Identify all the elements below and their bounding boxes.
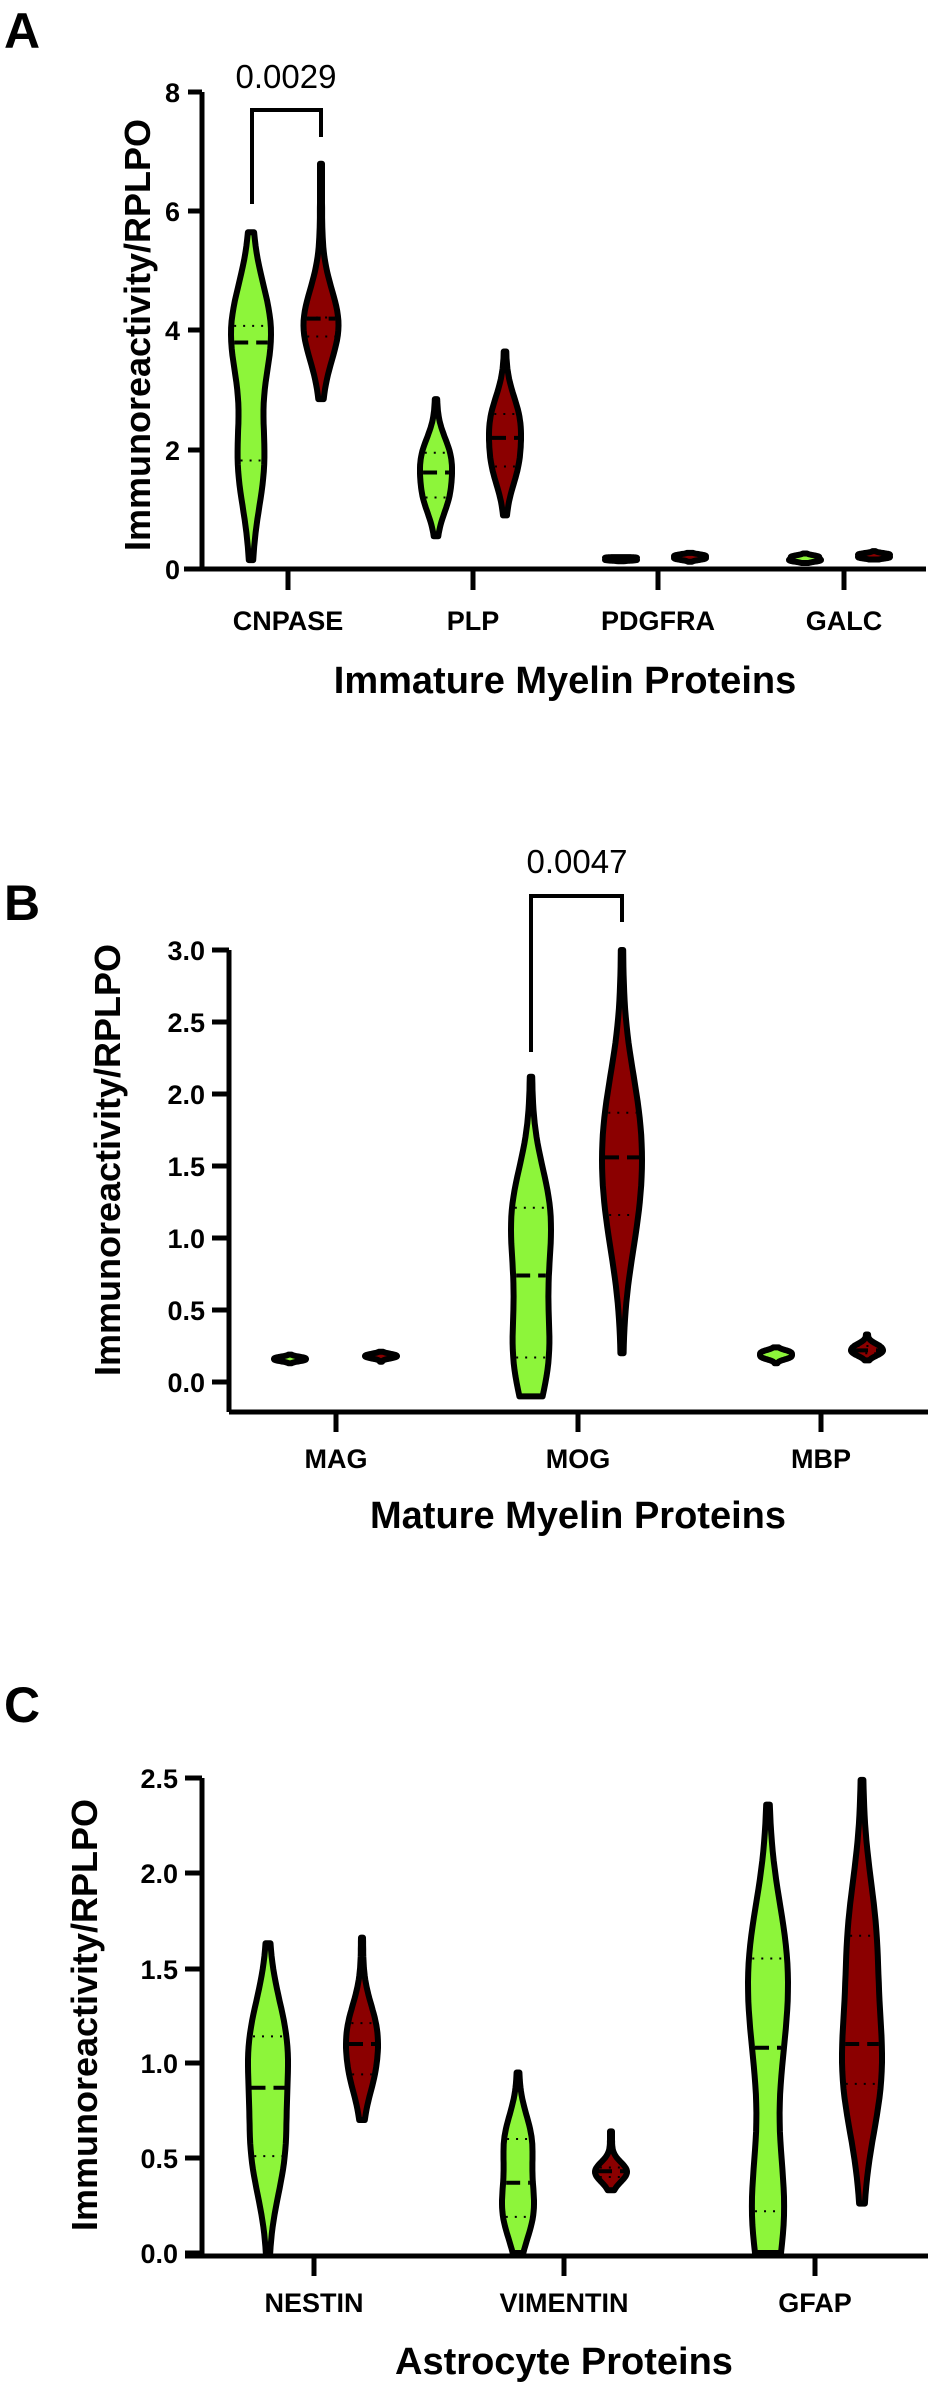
panel-b: B Immunoreactivity/RPLPO 0.0 0.5 1.0 1.5… <box>4 843 928 1537</box>
violin-plp-group2 <box>486 348 524 519</box>
x-category-label: PLP <box>447 606 500 636</box>
x-category-label: VIMENTIN <box>499 2288 628 2318</box>
y-tick-label: 1.5 <box>140 1955 178 1985</box>
x-category-label: CNPASE <box>233 606 344 636</box>
y-tick-label: 0.5 <box>140 2144 178 2174</box>
violin-nestin-group1 <box>245 1940 291 2256</box>
y-tick-label: 0.5 <box>167 1296 205 1326</box>
x-ticks-b: MAG MOG MBP <box>305 1412 851 1474</box>
significance-bracket-b <box>529 894 624 1052</box>
x-category-label: MOG <box>546 1444 611 1474</box>
violin-mag-group2 <box>362 1348 400 1365</box>
y-tick-label: 1.0 <box>167 1224 205 1254</box>
y-tick-label: 4 <box>165 316 180 346</box>
y-tick-label: 1.5 <box>167 1152 205 1182</box>
x-category-label: GFAP <box>778 2288 852 2318</box>
x-category-label: PDGFRA <box>601 606 715 636</box>
y-tick-label: 0.0 <box>167 1368 205 1398</box>
y-tick-label: 2.0 <box>140 1859 178 1889</box>
y-tick-label: 0.0 <box>140 2239 178 2269</box>
y-ticks-c: 0.0 0.5 1.0 1.5 2.0 2.5 <box>140 1764 202 2269</box>
violin-plp-group1 <box>417 396 455 540</box>
violin-pdgfra-group1 <box>602 554 640 565</box>
violin-gfap-group2 <box>839 1776 885 2207</box>
violin-nestin-group2 <box>343 1934 381 2123</box>
panel-letter-a: A <box>4 3 40 59</box>
violin-mog-group2 <box>599 947 645 1357</box>
y-tick-label: 2.5 <box>167 1008 205 1038</box>
violin-mbp-group1 <box>757 1344 795 1367</box>
y-tick-label: 8 <box>165 78 180 108</box>
violin-vimentin-group2 <box>592 2128 630 2194</box>
violins-a <box>228 160 893 566</box>
violins-b <box>271 947 886 1400</box>
x-ticks-a: CNPASE PLP PDGFRA GALC <box>233 569 883 636</box>
violin-galc-group2 <box>855 548 893 563</box>
x-category-label: MBP <box>791 1444 851 1474</box>
y-tick-label: 6 <box>165 197 180 227</box>
y-tick-label: 2 <box>165 436 180 466</box>
violin-mag-group1 <box>271 1351 309 1367</box>
p-value-a: 0.0029 <box>236 58 337 95</box>
x-category-label: MAG <box>305 1444 368 1474</box>
x-category-label: NESTIN <box>264 2288 363 2318</box>
y-tick-label: 2.5 <box>140 1764 178 1794</box>
violin-mog-group1 <box>508 1073 554 1400</box>
y-axis-title-a: Immunoreactivity/RPLPO <box>117 119 158 551</box>
violins-c <box>245 1776 885 2256</box>
violin-cnpase-group2 <box>300 160 342 403</box>
violin-mbp-group2 <box>848 1331 886 1364</box>
violin-galc-group1 <box>786 550 824 566</box>
x-axis-title-a: Immature Myelin Proteins <box>334 660 796 702</box>
p-value-b: 0.0047 <box>527 843 628 880</box>
y-ticks-b: 0.0 0.5 1.0 1.5 2.0 2.5 3.0 <box>167 936 229 1398</box>
x-category-label: GALC <box>806 606 883 636</box>
panel-a: A Immunoreactivity/RPLPO 0 2 4 6 8 CNPAS… <box>4 3 926 702</box>
panel-c: C Immunoreactivity/RPLPO 0.0 0.5 1.0 1.5… <box>4 1677 928 2383</box>
x-axis-title-b: Mature Myelin Proteins <box>370 1495 786 1537</box>
violin-gfap-group1 <box>745 1801 791 2256</box>
y-ticks-a: 0 2 4 6 8 <box>165 78 202 585</box>
violin-vimentin-group1 <box>499 2069 537 2256</box>
y-tick-label: 2.0 <box>167 1080 205 1110</box>
panel-letter-b: B <box>4 875 40 931</box>
panel-letter-c: C <box>4 1677 40 1733</box>
y-axis-title-c: Immunoreactivity/RPLPO <box>64 1799 105 2231</box>
y-axis-title-b: Immunoreactivity/RPLPO <box>87 944 128 1376</box>
x-ticks-c: NESTIN VIMENTIN GFAP <box>264 2256 852 2318</box>
significance-bracket-a <box>250 108 323 204</box>
violin-pdgfra-group2 <box>671 549 709 565</box>
y-tick-label: 3.0 <box>167 936 205 966</box>
x-axis-title-c: Astrocyte Proteins <box>395 2341 733 2383</box>
y-tick-label: 0 <box>165 555 180 585</box>
violin-cnpase-group1 <box>228 229 274 564</box>
y-tick-label: 1.0 <box>140 2049 178 2079</box>
